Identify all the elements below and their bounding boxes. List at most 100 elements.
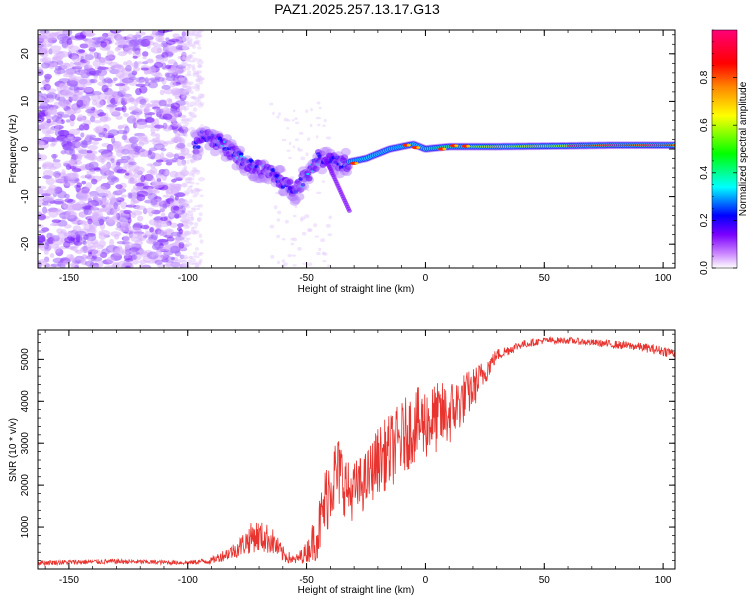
- spectrogram-blob: [64, 110, 77, 115]
- spectrogram-blob: [199, 80, 203, 85]
- spectrogram-blob: [56, 56, 62, 61]
- spectrogram-blob: [176, 226, 182, 232]
- spectrogram-blob: [41, 122, 53, 126]
- spectrogram-blob: [190, 158, 196, 163]
- spectrogram-blob: [135, 205, 146, 211]
- snr-xtick-label: 50: [539, 575, 551, 586]
- spectrogram-blob: [38, 188, 44, 195]
- spectrogram-blob: [182, 232, 189, 236]
- spectrogram-blob: [167, 59, 177, 65]
- spectrogram-blob: [189, 184, 193, 188]
- spectrogram-blob: [191, 51, 197, 54]
- spectrogram-blob: [44, 242, 50, 250]
- spectrogram-blob: [286, 127, 290, 130]
- spectrogram-blob: [199, 194, 204, 197]
- spectrogram-blob: [147, 151, 156, 160]
- spectrogram-blob: [193, 188, 198, 192]
- spectrogram-blob: [149, 227, 154, 233]
- spectrogram-blob: [100, 60, 106, 66]
- spectrogram-blob: [99, 154, 106, 161]
- spectrogram-blob: [154, 124, 164, 129]
- spectrogram-blob: [184, 106, 190, 111]
- spectrogram-blob: [111, 111, 121, 115]
- spectrogram-blob: [123, 209, 132, 214]
- spectrogram-blob: [197, 217, 201, 222]
- spectrogram-blob: [181, 31, 186, 37]
- spectrogram-blob: [87, 198, 93, 203]
- spectrogram-blob: [77, 80, 85, 89]
- spectrogram-blob: [190, 207, 197, 210]
- spectrogram-blob: [182, 182, 188, 188]
- spectrogram-blob: [132, 55, 138, 59]
- spectrogram-blob: [169, 170, 179, 178]
- spectrogram-blob: [194, 100, 199, 104]
- spectrogram-blob: [90, 178, 98, 185]
- spectrogram-blob: [84, 54, 94, 61]
- spectrogram-blob: [142, 55, 147, 60]
- spectrogram-blob: [140, 224, 150, 230]
- spectrogram-blob: [42, 175, 52, 179]
- spectrogram-blob: [309, 123, 313, 128]
- spectrogram-blob: [194, 70, 200, 76]
- spectrogram-blob: [143, 106, 150, 114]
- spectrogram-blob: [198, 34, 203, 38]
- spectrogram-blob: [292, 264, 297, 267]
- spectrogram-blob: [183, 190, 191, 195]
- spectrogram-blob: [58, 78, 71, 84]
- spectrogram-blob: [107, 129, 120, 136]
- spectrogram-blob: [194, 247, 200, 251]
- spectrogram-blob: [115, 184, 123, 190]
- spectrogram-blob: [195, 77, 201, 83]
- spectrogram-blob: [104, 95, 111, 100]
- spectrogram-blob: [122, 87, 127, 96]
- spectrogram-blob: [196, 78, 201, 83]
- spectrogram-blob: [159, 208, 165, 213]
- spectrogram-blob: [89, 115, 96, 123]
- spectrogram-blob: [199, 151, 204, 155]
- spectrogram-blob: [325, 136, 332, 140]
- spectrogram-blob: [190, 43, 195, 47]
- spectrogram-blob: [113, 63, 124, 69]
- snr-plot-area: [38, 330, 675, 569]
- spectrogram-blob: [143, 265, 149, 268]
- spectrogram-blob: [259, 160, 267, 167]
- spectrogram-blob: [197, 260, 202, 265]
- colorbar-tick-label: 0.6: [699, 118, 710, 132]
- spectrogram-blob: [193, 191, 200, 196]
- spectrogram-blob: [170, 231, 182, 237]
- spectrogram-blob: [97, 112, 106, 117]
- spectrogram-blob: [70, 263, 75, 268]
- spectrogram-blob: [286, 149, 291, 152]
- spectrogram-blob: [45, 115, 54, 120]
- spectrogram-blob: [94, 111, 100, 115]
- spectrogram-blob: [66, 142, 76, 151]
- snr-ytick-label: 4000: [20, 390, 31, 413]
- spectrogram-blob: [41, 127, 52, 135]
- spectrogram-blob: [186, 55, 193, 60]
- spectrogram-blob: [173, 177, 183, 181]
- spectrogram-blob: [193, 97, 197, 101]
- spectrogram-blob: [181, 62, 189, 67]
- spectrogram-blob: [122, 225, 132, 233]
- spectrogram-blob: [276, 115, 280, 119]
- spectrogram-blob: [74, 230, 87, 237]
- spectrogram-blob: [90, 215, 99, 223]
- spectrogram-blob: [184, 100, 190, 105]
- spectrogram-blob: [128, 161, 137, 166]
- spectrogram-blob: [40, 136, 52, 143]
- spectrogram-blob: [195, 96, 200, 102]
- spectrogram-blob: [184, 134, 188, 138]
- spectrogram-blob: [64, 236, 76, 244]
- spectrogram-blob: [191, 208, 197, 213]
- colorbar-tick-label: 0.0: [699, 261, 710, 275]
- spectrogram-blob: [281, 238, 286, 241]
- spectrogram-blob: [171, 69, 178, 75]
- spectrogram-blob: [190, 113, 197, 119]
- spectrogram-blob: [115, 115, 123, 120]
- spectrogram-blob: [84, 260, 95, 267]
- spectrogram-blob: [192, 70, 197, 76]
- spectrogram-blob: [305, 175, 313, 182]
- spectrogram-blob: [110, 158, 115, 163]
- spectrogram-blob: [38, 213, 47, 221]
